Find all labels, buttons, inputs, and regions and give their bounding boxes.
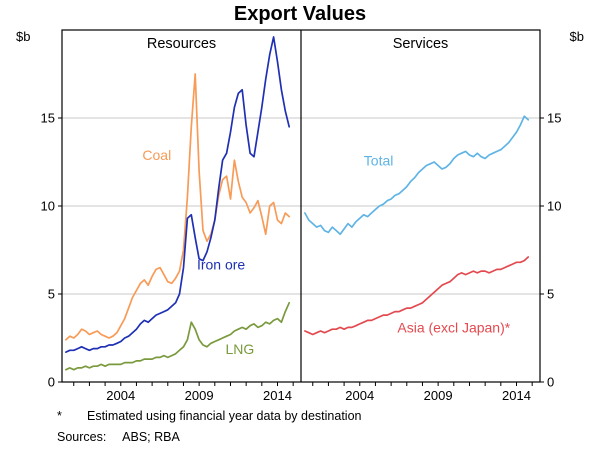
panel-title-services: Services	[393, 36, 449, 52]
y-tick-label-left-5: 5	[48, 287, 55, 302]
y-tick-label-right-0: 0	[547, 375, 554, 390]
x-tick-label-2004: 2004	[106, 388, 135, 403]
y-tick-label-left-15: 15	[41, 111, 55, 126]
y-tick-label-right-15: 15	[547, 111, 561, 126]
total-line	[304, 115, 530, 236]
footnote: * Estimated using financial year data by…	[57, 409, 600, 424]
total-label: Total	[364, 153, 394, 169]
asia-excl-japan-label: Asia (excl Japan)*	[397, 320, 510, 336]
sources: Sources: ABS; RBA	[57, 430, 600, 445]
lng-label: LNG	[225, 341, 254, 357]
iron-ore-label: Iron ore	[197, 256, 245, 272]
footnote-text: Estimated using financial year data by d…	[87, 409, 362, 423]
asia-excl-japan-line	[304, 256, 530, 336]
y-tick-label-left-10: 10	[41, 199, 55, 214]
x-tick-label-2014: 2014	[502, 388, 531, 403]
sources-label: Sources:	[57, 430, 107, 444]
panel-title-resources: Resources	[147, 36, 216, 52]
chart-title: Export Values	[233, 3, 367, 25]
coal-label: Coal	[142, 147, 171, 163]
x-tick-label-2004: 2004	[345, 388, 374, 403]
y-tick-label-left-0: 0	[48, 375, 55, 390]
x-tick-label-2009: 2009	[185, 388, 214, 403]
export-values-chart: Coal Iron ore LNG Resources 2004 2009 2014 Tota…	[16, 29, 584, 403]
y-tick-label-right-10: 10	[547, 199, 561, 214]
x-tick-label-2009: 2009	[424, 388, 453, 403]
unit-label-right: $b	[570, 29, 584, 44]
footnotes: * Estimated using financial year data by…	[0, 409, 600, 445]
coal-line	[65, 73, 291, 341]
y-tick-label-right-5: 5	[547, 287, 554, 302]
sources-text: ABS; RBA	[122, 430, 180, 444]
x-tick-label-2014: 2014	[263, 388, 292, 403]
iron-ore-line	[65, 36, 291, 353]
lng-line	[65, 301, 291, 371]
unit-label-left: $b	[16, 29, 30, 44]
footnote-marker: *	[57, 409, 62, 423]
